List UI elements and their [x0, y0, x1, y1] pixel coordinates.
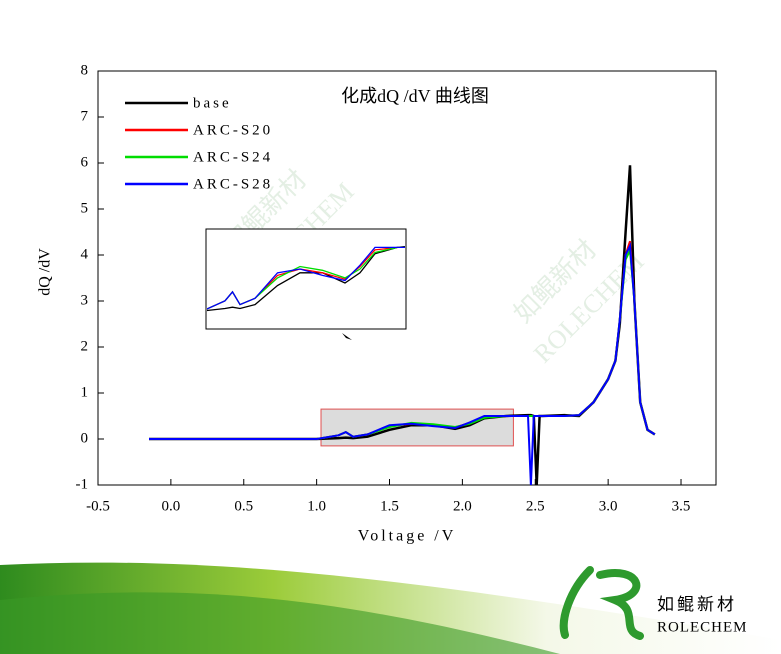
x-tick-label: 1.5 [380, 498, 399, 514]
logo-mark [559, 566, 644, 640]
y-tick-label: 4 [81, 246, 89, 262]
logo-name-en: ROLECHEM [657, 619, 748, 635]
chart-title: 化成dQ /dV 曲线图 [341, 86, 489, 106]
inset-frame [205, 228, 407, 330]
x-axis-label: Voltage /V [358, 528, 457, 545]
x-tick-label: 0.0 [162, 498, 181, 514]
x-tick-label: 1.0 [307, 498, 326, 514]
x-tick-label: 2.5 [526, 498, 545, 514]
series-line [149, 242, 656, 486]
legend-label: ARC-S28 [193, 176, 273, 192]
y-tick-label: 8 [81, 62, 89, 78]
inset-line [207, 245, 405, 312]
logo-name: 如鲲新材 [657, 595, 737, 614]
inset-line [207, 246, 405, 310]
y-tick-label: 5 [81, 200, 89, 216]
y-axis-label: dQ /dV [37, 248, 54, 296]
x-tick-label: 2.0 [453, 498, 472, 514]
plot-frame [97, 70, 717, 486]
inset-pointer [342, 333, 352, 340]
legend-label: ARC-S20 [193, 122, 273, 138]
y-tick-label: 3 [81, 292, 89, 308]
footer-swoosh [0, 592, 560, 654]
x-tick-label: -0.5 [86, 498, 110, 514]
x-tick-label: 3.5 [672, 498, 691, 514]
y-tick-label: 7 [81, 108, 89, 124]
y-tick-label: 6 [81, 154, 89, 170]
y-tick-label: 1 [81, 384, 89, 400]
legend-label: ARC-S24 [193, 149, 273, 165]
y-tick-label: -1 [76, 476, 89, 492]
x-tick-label: 0.5 [234, 498, 253, 514]
x-tick-label: 3.0 [599, 498, 618, 514]
legend-label: base [193, 95, 232, 111]
y-tick-label: 0 [81, 430, 89, 446]
zoom-region [320, 408, 514, 447]
y-tick-label: 2 [81, 338, 89, 354]
